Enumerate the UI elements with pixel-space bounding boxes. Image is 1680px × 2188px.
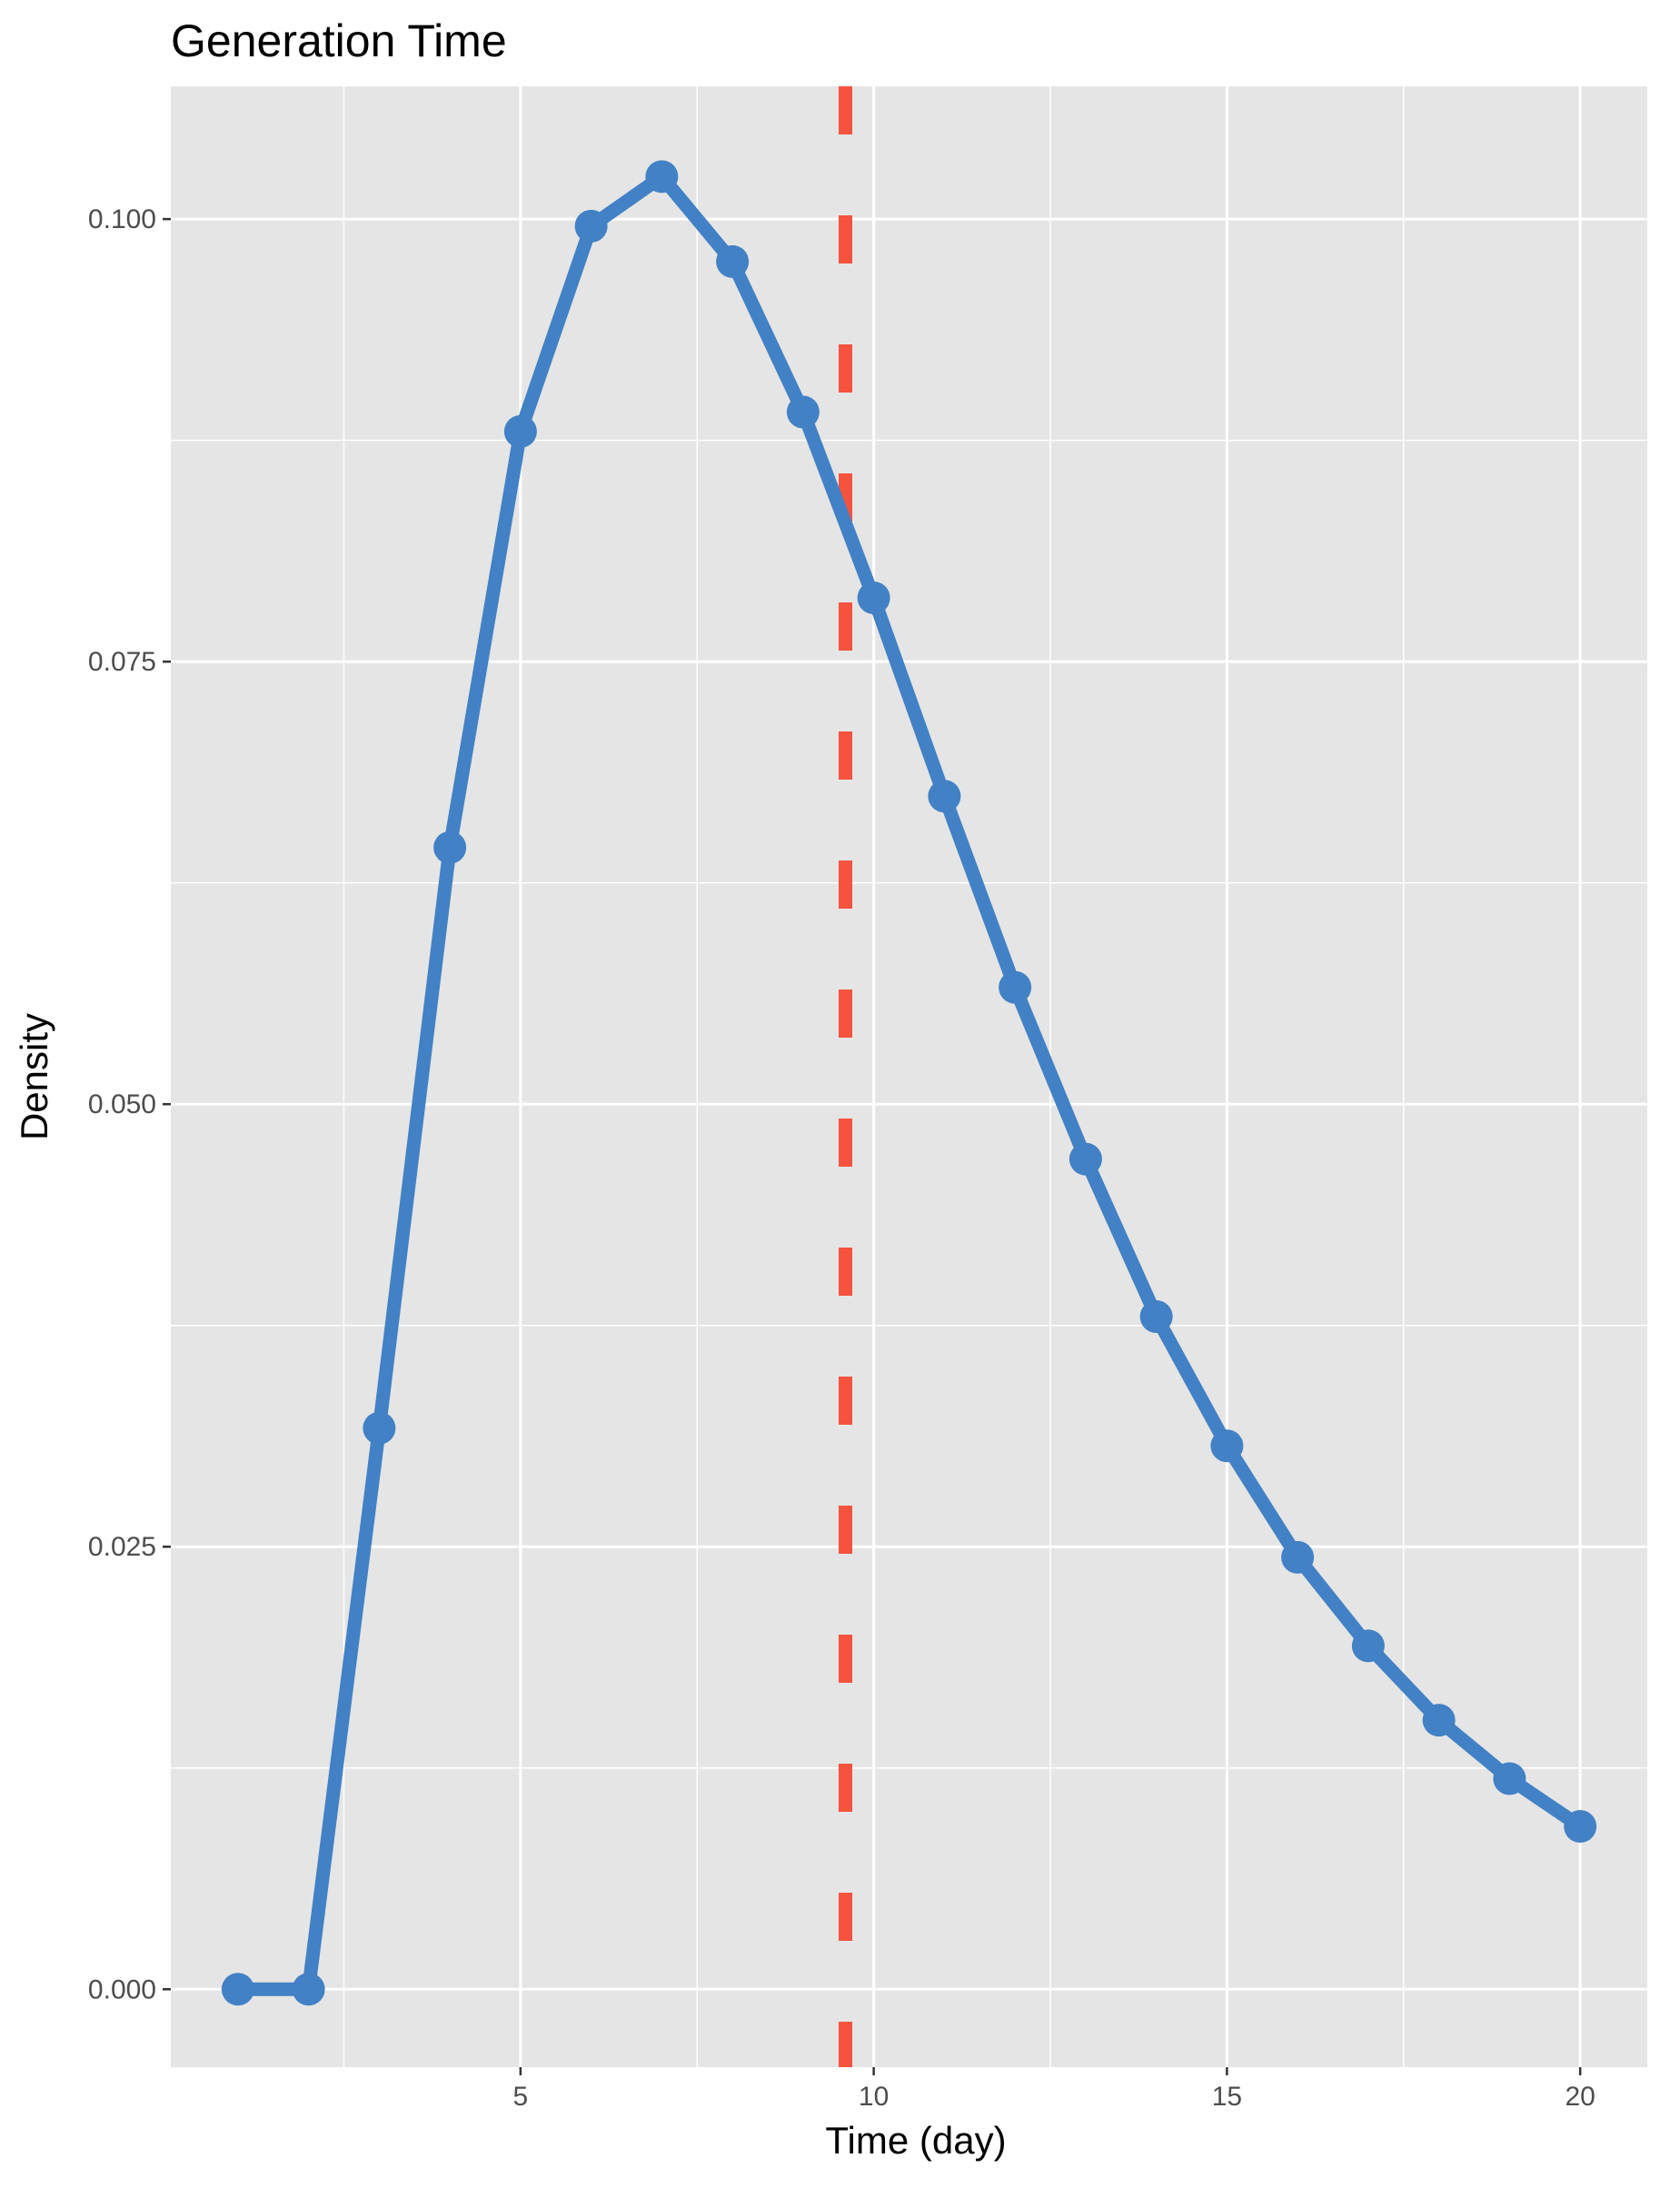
x-tick-label: 15 [1212, 2082, 1242, 2112]
data-point [999, 970, 1032, 1004]
y-axis: 0.000 0.025 0.050 0.075 0.100 [88, 204, 171, 2004]
data-point [292, 1973, 325, 2006]
data-point [645, 160, 679, 194]
data-point [1493, 1762, 1526, 1795]
data-point [857, 582, 890, 615]
data-point [1069, 1142, 1102, 1176]
grid-major [171, 86, 1647, 2067]
y-axis-title: Density [13, 1013, 55, 1140]
series-layer [221, 160, 1597, 2006]
data-point [574, 209, 608, 243]
y-tick-label: 0.100 [88, 204, 156, 234]
data-point [786, 395, 820, 429]
data-point [1139, 1299, 1173, 1333]
data-point [1281, 1540, 1315, 1574]
y-tick-label: 0.075 [88, 647, 156, 677]
data-point [363, 1411, 396, 1445]
x-tick-label: 20 [1565, 2082, 1595, 2112]
y-tick-label: 0.000 [88, 1974, 156, 2004]
data-point [1351, 1629, 1385, 1663]
x-tick-label: 10 [859, 2082, 889, 2112]
data-point [928, 780, 961, 813]
chart-title: Generation Time [171, 15, 507, 66]
data-point [1422, 1704, 1456, 1737]
data-point [503, 414, 537, 448]
plot-panel [171, 86, 1647, 2067]
x-axis-title: Time (day) [825, 2119, 1006, 2162]
data-point [716, 244, 750, 278]
y-tick-label: 0.050 [88, 1089, 156, 1119]
y-tick-label: 0.025 [88, 1532, 156, 1562]
x-tick-label: 5 [513, 2082, 529, 2112]
data-point [221, 1973, 254, 2006]
data-point [1210, 1429, 1244, 1463]
series-line [231, 169, 1587, 1996]
data-point [433, 830, 467, 864]
data-point [1564, 1810, 1597, 1844]
x-axis: 5 10 15 20 [513, 2067, 1596, 2112]
